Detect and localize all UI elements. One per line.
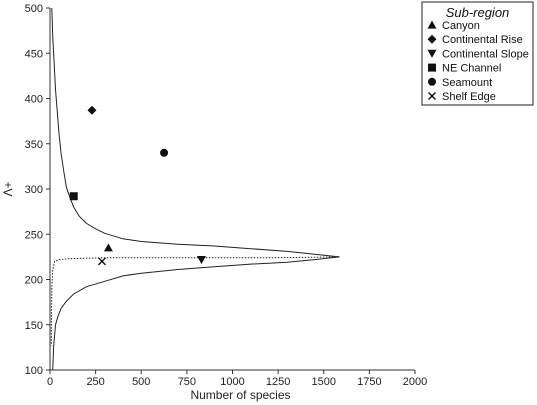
legend-title: Sub-region bbox=[446, 5, 510, 20]
y-tick-label: 500 bbox=[25, 3, 43, 15]
funnel-lower-line bbox=[52, 256, 340, 371]
y-axis-label: Λ+ bbox=[1, 181, 15, 196]
data-point-seamount bbox=[160, 148, 169, 157]
x-tick-label: 0 bbox=[47, 376, 53, 388]
legend-label: Canyon bbox=[442, 20, 480, 32]
legend-label: NE Channel bbox=[442, 63, 501, 75]
legend-marker bbox=[427, 34, 437, 44]
data-point-continental-rise bbox=[87, 105, 97, 115]
x-tick-label: 1250 bbox=[266, 376, 290, 388]
legend-marker bbox=[428, 92, 436, 100]
y-tick-label: 200 bbox=[25, 275, 43, 287]
funnel-lines bbox=[50, 7, 340, 371]
legend-label: Seamount bbox=[442, 77, 492, 89]
data-points bbox=[69, 105, 206, 266]
x-tick-label: 2000 bbox=[403, 376, 427, 388]
y-tick-label: 100 bbox=[25, 365, 43, 377]
x-tick-label: 750 bbox=[178, 376, 196, 388]
y-tick-label: 450 bbox=[25, 48, 43, 60]
legend-label: Continental Rise bbox=[442, 34, 523, 46]
y-tick-label: 150 bbox=[25, 320, 43, 332]
legend-label: Shelf Edge bbox=[442, 91, 496, 103]
y-tick-label: 400 bbox=[25, 94, 43, 106]
data-point-canyon bbox=[103, 243, 113, 252]
legend-marker bbox=[428, 77, 436, 86]
x-tick-label: 500 bbox=[132, 376, 150, 388]
x-marker-stroke bbox=[98, 257, 107, 266]
data-point-shelf-edge bbox=[98, 257, 107, 266]
x-marker-stroke bbox=[428, 92, 436, 100]
y-tick-label: 250 bbox=[25, 229, 43, 241]
data-point-continental-slope bbox=[196, 255, 206, 265]
legend-marker bbox=[428, 63, 436, 72]
x-axis-label: Number of species bbox=[190, 388, 290, 402]
x-tick-label: 250 bbox=[86, 376, 104, 388]
legend-label: Continental Slope bbox=[442, 48, 529, 60]
mean-line bbox=[50, 256, 340, 346]
y-tick-label: 350 bbox=[25, 139, 43, 151]
y-tick-label: 300 bbox=[25, 184, 43, 196]
legend-marker bbox=[427, 49, 437, 58]
funnel-upper-line bbox=[51, 7, 340, 258]
x-tick-label: 1500 bbox=[312, 376, 336, 388]
legend-box bbox=[421, 1, 534, 106]
x-tick-label: 1750 bbox=[357, 376, 381, 388]
x-tick-label: 1000 bbox=[220, 376, 244, 388]
legend-marker bbox=[427, 20, 437, 29]
data-point-ne-channel bbox=[69, 192, 78, 201]
axes: 100 150 200 250 300 350 400 450 500 0 250 500 750 100… bbox=[1, 3, 427, 402]
